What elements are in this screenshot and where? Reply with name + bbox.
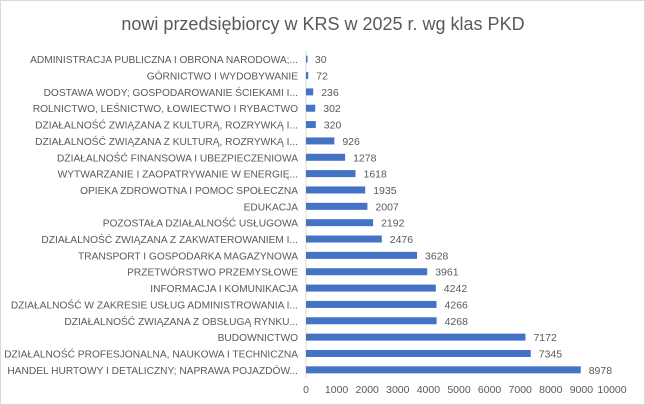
data-label: 3961	[435, 267, 459, 279]
x-tick-label: 8000	[539, 384, 563, 396]
bar	[306, 186, 366, 194]
x-tick-label: 4000	[417, 384, 441, 396]
category-label: DZIAŁALNOŚĆ ZWIĄZANA Z KULTURĄ, ROZRYWKĄ…	[35, 135, 298, 148]
category-label: EDUKACJA	[244, 202, 299, 213]
bar	[306, 153, 346, 161]
data-label: 7172	[533, 332, 557, 344]
bar	[306, 170, 356, 178]
bar	[306, 202, 368, 210]
data-label: 236	[321, 87, 339, 99]
bar	[306, 333, 526, 341]
bar	[306, 235, 382, 243]
category-label: DZIAŁALNOŚĆ FINANSOWA I UBEZPIECZENIOWA	[57, 151, 298, 164]
category-label: HANDEL HURTOWY I DETALICZNY; NAPRAWA POJ…	[7, 364, 298, 377]
bar	[306, 72, 309, 80]
chart-title: nowi przedsiębiorcy w KRS w 2025 r. wg k…	[121, 14, 524, 34]
data-label: 4242	[444, 283, 468, 295]
data-label: 302	[323, 103, 341, 115]
x-tick-label: 7000	[509, 384, 533, 396]
x-tick-label: 9000	[570, 384, 594, 396]
bar	[306, 251, 418, 259]
data-label: 1935	[373, 185, 397, 197]
category-label: WYTWARZANIE I ZAOPATRYWANIE W ENERGIĘ...	[58, 170, 298, 181]
bar	[306, 284, 436, 292]
data-label: 4266	[445, 299, 469, 311]
category-label: GÓRNICTWO I WYDOBYWANIE	[147, 70, 299, 83]
data-label: 2192	[381, 218, 405, 230]
x-tick-label: 6000	[478, 384, 502, 396]
bar	[306, 300, 437, 308]
data-label: 7345	[539, 348, 563, 360]
category-label: DZIAŁALNOŚĆ PROFESJONALNA, NAUKOWA I TEC…	[4, 347, 298, 360]
category-label: POZOSTAŁA DZIAŁALNOŚĆ USŁUGOWA	[103, 217, 299, 230]
category-label: DZIAŁALNOŚĆ ZWIĄZANA Z KULTURĄ, ROZRYWKĄ…	[35, 119, 298, 132]
data-label: 926	[342, 136, 360, 148]
category-label: OPIEKA ZDROWOTNA I POMOC SPOŁECZNA	[80, 186, 298, 197]
data-label: 1278	[353, 152, 377, 164]
category-label: BUDOWNICTWO	[218, 333, 298, 344]
data-label: 8978	[589, 365, 613, 377]
x-tick-label: 3000	[386, 384, 410, 396]
data-label: 1618	[364, 169, 388, 181]
x-tick-label: 10000	[597, 384, 626, 396]
bar	[306, 366, 581, 374]
data-label: 4268	[445, 316, 469, 328]
x-tick-label: 2000	[356, 384, 380, 396]
x-tick-label: 1000	[325, 384, 349, 396]
bar	[306, 88, 314, 96]
category-label: DZIAŁALNOŚĆ W ZAKRESIE USŁUG ADMINISTROW…	[11, 298, 298, 311]
x-tick-label: 0	[303, 384, 309, 396]
bar	[306, 121, 316, 129]
category-label: DZIAŁALNOŚĆ ZWIĄZANA Z ZAKWATEROWANIEM I…	[41, 233, 298, 246]
data-label: 3628	[425, 250, 449, 262]
category-label: PRZETWÓRSTWO PRZEMYSŁOWE	[127, 266, 298, 279]
data-label: 30	[315, 54, 327, 66]
bar	[306, 104, 316, 112]
data-label: 2007	[375, 201, 399, 213]
bar	[306, 55, 308, 63]
x-tick-label: 5000	[447, 384, 471, 396]
category-label: DZIAŁALNOŚĆ ZWIĄZANA Z OBSŁUGĄ RYNKU...	[64, 315, 298, 328]
category-label: TRANSPORT I GOSPODARKA MAGAZYNOWA	[78, 251, 298, 262]
category-label: ADMINISTRACJA PUBLICZNA I OBRONA NARODOW…	[30, 55, 298, 66]
bar	[306, 268, 428, 276]
bar	[306, 317, 437, 325]
category-label: ROLNICTWO, LEŚNICTWO, ŁOWIECTWO I RYBACT…	[33, 102, 298, 115]
category-label: DOSTAWA WODY; GOSPODAROWANIE ŚCIEKAMI I.…	[44, 86, 298, 99]
data-label: 72	[316, 71, 328, 83]
data-label: 2476	[390, 234, 414, 246]
bar	[306, 349, 531, 357]
bar	[306, 137, 335, 145]
bar	[306, 219, 374, 227]
category-label: INFORMACJA I KOMUNIKACJA	[150, 284, 298, 295]
data-label: 320	[324, 120, 342, 132]
